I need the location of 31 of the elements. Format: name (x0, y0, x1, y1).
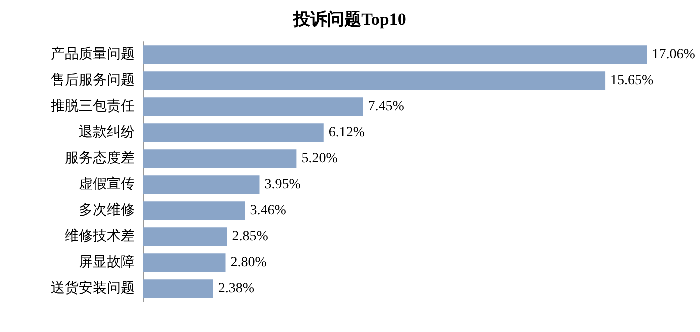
y-tick-label: 虚假宣传 (79, 176, 135, 192)
bar (143, 202, 246, 220)
data-label: 6.12% (328, 126, 366, 140)
bar (143, 98, 364, 116)
data-label: 5.20% (302, 152, 338, 166)
y-tick-label: 退款纠纷 (79, 124, 135, 140)
data-label: 7.45% (368, 100, 405, 114)
bar (143, 72, 606, 90)
bar (143, 46, 648, 64)
data-label: 2.80% (230, 256, 268, 270)
bar (143, 228, 228, 246)
data-label: 3.95% (264, 178, 302, 192)
chart-title: 投诉问题Top10 (292, 10, 406, 29)
data-label: 17.06% (652, 48, 696, 62)
y-tick-label: 维修技术差 (65, 228, 135, 244)
bar (143, 280, 214, 298)
bar (143, 254, 226, 272)
y-tick-label: 屏显故障 (79, 254, 135, 270)
y-tick-label: 售后服务问题 (51, 72, 135, 88)
y-tick-label: 推脱三包责任 (51, 98, 135, 114)
y-tick-label: 服务态度差 (65, 150, 135, 166)
data-label: 3.46% (250, 204, 287, 218)
bar (143, 150, 297, 168)
y-tick-label: 产品质量问题 (51, 46, 135, 62)
y-tick-label: 送货安装问题 (51, 280, 135, 296)
bar (143, 176, 260, 194)
bar (143, 124, 324, 142)
data-label: 2.38% (218, 282, 255, 296)
data-label: 2.85% (232, 230, 269, 244)
y-tick-label: 多次维修 (79, 202, 135, 218)
data-label: 15.65% (610, 74, 654, 88)
